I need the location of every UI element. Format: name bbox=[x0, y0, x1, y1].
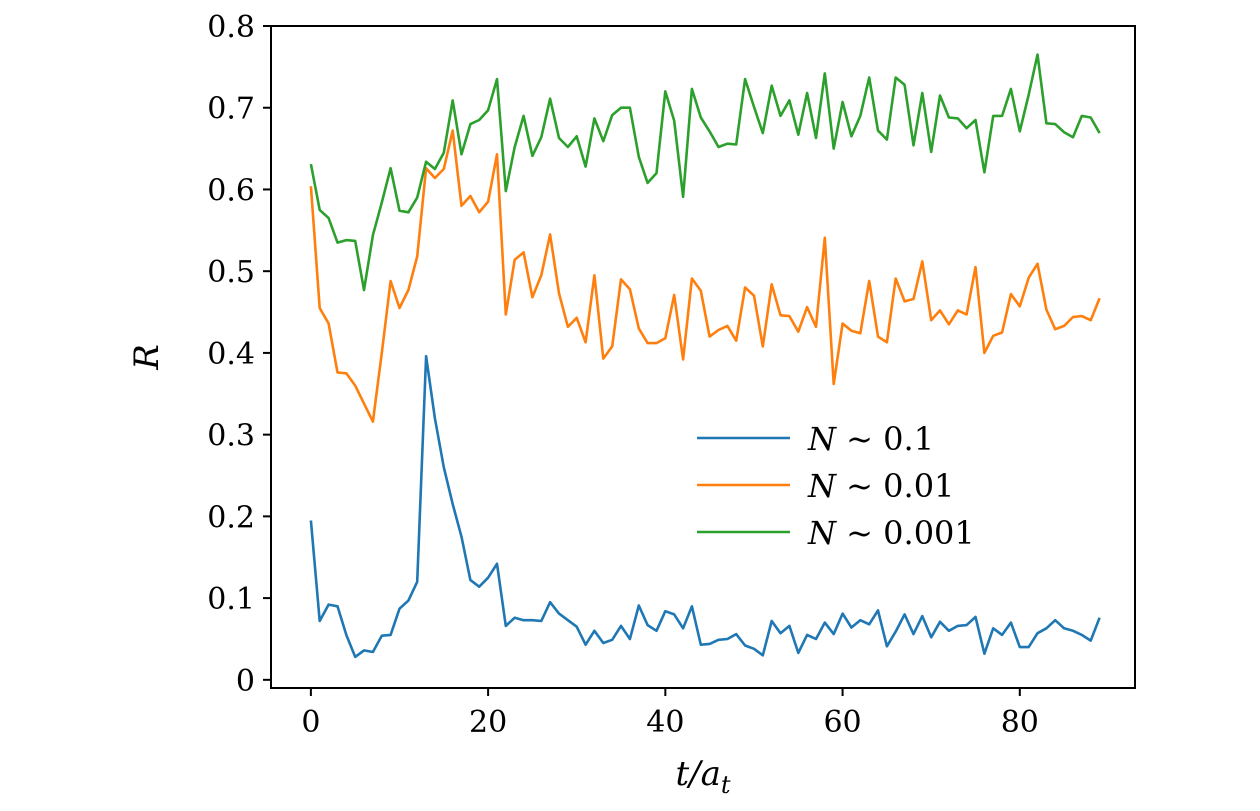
legend-label: N ~ 0.1 bbox=[807, 420, 934, 458]
series-layer bbox=[309, 53, 1101, 659]
y-tick-label: 0.5 bbox=[207, 255, 255, 290]
x-tick-label: 20 bbox=[469, 705, 507, 740]
legend-label: N ~ 0.001 bbox=[807, 514, 975, 552]
x-tick-label: 80 bbox=[1001, 705, 1039, 740]
series-line bbox=[309, 354, 1101, 659]
y-tick-label: 0 bbox=[236, 664, 255, 699]
x-axis-label: t/at bbox=[675, 754, 730, 799]
x-tick-label: 60 bbox=[823, 705, 861, 740]
y-tick-label: 0.1 bbox=[207, 582, 255, 617]
y-tick-label: 0.8 bbox=[207, 10, 255, 45]
series-line bbox=[309, 53, 1101, 292]
y-tick-label: 0.6 bbox=[207, 173, 255, 208]
y-tick-label: 0.4 bbox=[207, 337, 255, 372]
y-tick-label: 0.3 bbox=[207, 419, 255, 454]
y-tick-label: 0.7 bbox=[207, 92, 255, 127]
y-axis-label: R bbox=[127, 344, 167, 371]
y-tick-label: 0.2 bbox=[207, 500, 255, 535]
plot-frame bbox=[270, 25, 1136, 689]
series-line bbox=[309, 129, 1101, 423]
x-tick-label: 0 bbox=[301, 705, 320, 740]
legend: N ~ 0.1 N ~ 0.01 N ~ 0.001 bbox=[697, 420, 975, 552]
x-tick-label: 40 bbox=[646, 705, 684, 740]
ticks: 0 20 40 60 80 0 0.1 0.2 0.3 0.4 0.5 0.6 0.7 0.8 bbox=[207, 10, 1039, 740]
legend-label: N ~ 0.01 bbox=[807, 467, 954, 505]
